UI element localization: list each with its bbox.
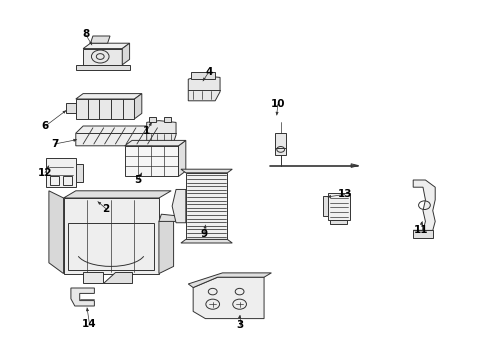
Polygon shape [83, 272, 102, 283]
Bar [46, 158, 76, 187]
Text: 3: 3 [236, 320, 243, 330]
Polygon shape [66, 103, 76, 113]
Polygon shape [193, 277, 264, 319]
Text: 2: 2 [102, 204, 109, 214]
Polygon shape [188, 273, 271, 288]
Text: 10: 10 [270, 99, 285, 109]
Text: 4: 4 [204, 67, 212, 77]
Polygon shape [122, 43, 129, 65]
Bar [124, 146, 178, 176]
Bar [63, 176, 72, 185]
Polygon shape [190, 72, 215, 79]
Polygon shape [49, 191, 63, 274]
Polygon shape [350, 164, 358, 167]
Text: 9: 9 [201, 229, 207, 239]
Polygon shape [412, 230, 432, 238]
Polygon shape [90, 36, 110, 43]
Polygon shape [76, 65, 129, 70]
Polygon shape [329, 220, 346, 224]
Polygon shape [181, 169, 232, 173]
Polygon shape [83, 43, 129, 49]
Text: 13: 13 [337, 189, 351, 199]
Text: 11: 11 [413, 225, 428, 235]
Polygon shape [163, 117, 171, 122]
Bar [327, 193, 349, 220]
Text: 1: 1 [143, 126, 150, 136]
Bar [185, 173, 227, 239]
Polygon shape [63, 198, 159, 274]
Polygon shape [76, 164, 83, 182]
Polygon shape [149, 117, 156, 122]
Polygon shape [412, 180, 434, 230]
Bar [50, 176, 59, 185]
Polygon shape [146, 121, 176, 142]
Text: 6: 6 [42, 121, 49, 131]
Polygon shape [134, 94, 142, 119]
Text: 8: 8 [82, 29, 89, 39]
Polygon shape [76, 126, 159, 146]
Text: 12: 12 [38, 168, 52, 178]
Polygon shape [178, 140, 185, 176]
Polygon shape [159, 218, 173, 274]
Polygon shape [181, 239, 232, 243]
Text: 14: 14 [82, 319, 97, 329]
Polygon shape [102, 272, 132, 283]
Polygon shape [63, 191, 171, 198]
Polygon shape [76, 94, 142, 99]
Polygon shape [83, 49, 122, 65]
Text: 5: 5 [134, 175, 141, 185]
Polygon shape [76, 99, 134, 119]
Polygon shape [172, 189, 185, 223]
Bar [275, 133, 285, 155]
Polygon shape [188, 76, 220, 101]
Polygon shape [322, 196, 327, 216]
Polygon shape [124, 140, 185, 146]
Text: 7: 7 [51, 139, 59, 149]
Polygon shape [159, 214, 178, 221]
Polygon shape [71, 288, 94, 306]
